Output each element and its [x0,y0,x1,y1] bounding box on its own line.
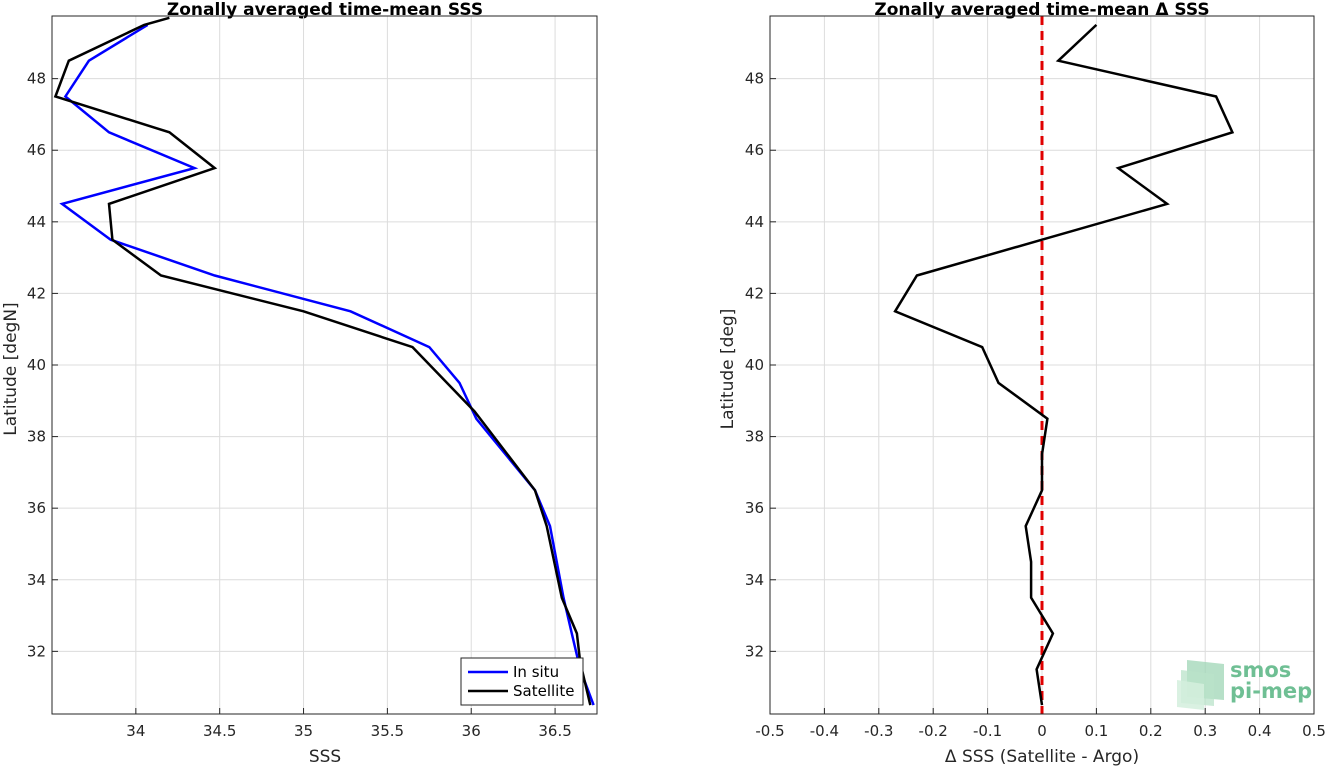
legend: In situ Satellite [460,657,584,706]
y-tick-label: 34 [27,571,46,589]
right-chart: Zonally averaged time-mean Δ SSS -0.5 -0.… [718,0,1326,766]
y-axis-label: Latitude [degN] [1,302,21,435]
plot-frame [51,15,598,715]
y-tick-label: 36 [745,499,764,517]
x-tick-label: 0.2 [1139,722,1163,740]
y-tick-label: 48 [27,70,46,88]
legend-label-in-situ: In situ [513,663,559,681]
x-tick-label: 0 [1037,722,1047,740]
x-ticks: -0.5 -0.4 -0.3 -0.2 -0.1 0 0.1 0.2 0.3 0.4 0.5 [755,708,1326,740]
series-line-satellite [53,16,592,706]
x-tick-label: 36.5 [538,722,571,740]
y-tick-label: 38 [27,428,46,446]
logo-graphic-front [1177,680,1204,710]
x-tick-label: 0.1 [1084,722,1108,740]
y-tick-label: 42 [745,284,764,302]
smos-pi-mep-logo: smos pi-mep [1177,658,1312,710]
x-tick-label: 35.5 [371,722,404,740]
y-tick-label: 44 [745,213,764,231]
logo-text-pi-mep: pi-mep [1230,679,1312,703]
y-tick-label: 38 [745,428,764,446]
chart-title: Zonally averaged time-mean SSS [167,0,483,20]
x-tick-label: 0.3 [1193,722,1217,740]
y-axis-label: Latitude [deg] [718,309,738,430]
x-tick-label: 35 [294,722,313,740]
y-tick-label: 36 [27,499,46,517]
x-tick-label: 0.4 [1248,722,1272,740]
y-tick-label: 48 [745,70,764,88]
y-tick-label: 40 [745,356,764,374]
y-tick-label: 42 [27,284,46,302]
series [53,16,595,706]
x-tick-label: 34.5 [203,722,236,740]
x-axis-label: SSS [309,747,341,766]
y-tick-label: 32 [745,642,764,660]
y-ticks: 32 34 36 38 40 42 44 46 48 [27,70,58,660]
y-tick-label: 44 [27,213,46,231]
y-tick-label: 32 [27,642,46,660]
x-tick-label: -0.3 [864,722,893,740]
x-tick-label: -0.4 [810,722,839,740]
series-line-delta-sss [893,23,1235,706]
legend-box [460,657,584,706]
plot-frame [769,15,1315,715]
y-tick-label: 46 [27,141,46,159]
y-tick-label: 40 [27,356,46,374]
x-tick-label: -0.5 [755,722,784,740]
legend-label-satellite: Satellite [513,682,574,700]
y-tick-label: 34 [745,571,764,589]
x-ticks: 34 34.5 35 35.5 36 36.5 [126,708,572,740]
x-tick-label: -0.1 [973,722,1002,740]
logo-text-smos: smos [1230,658,1291,682]
y-ticks: 32 34 36 38 40 42 44 46 48 [745,70,776,660]
grid [52,16,597,714]
x-axis-label: Δ SSS (Satellite - Argo) [945,747,1139,766]
chart-title: Zonally averaged time-mean Δ SSS [874,0,1209,20]
x-tick-label: 0.5 [1302,722,1326,740]
x-tick-label: 34 [126,722,145,740]
y-tick-label: 46 [745,141,764,159]
left-chart: Zonally averaged time-mean SSS 34 34.5 35 3… [1,0,598,766]
series [893,23,1235,706]
x-tick-label: 36 [462,722,481,740]
x-tick-label: -0.2 [919,722,948,740]
